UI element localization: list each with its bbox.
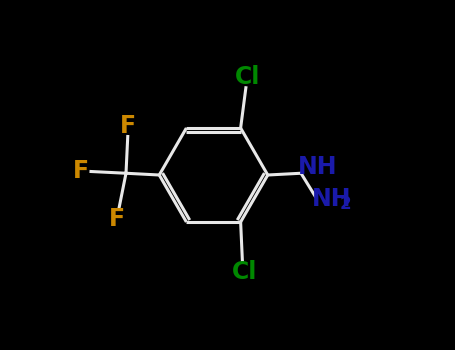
Text: 2: 2 [340,195,352,213]
Text: F: F [109,207,125,231]
Text: Cl: Cl [235,64,260,89]
Text: F: F [120,114,136,138]
Text: Cl: Cl [232,260,257,284]
Text: NH: NH [312,187,352,211]
Text: NH: NH [298,155,338,179]
Text: F: F [72,160,89,183]
